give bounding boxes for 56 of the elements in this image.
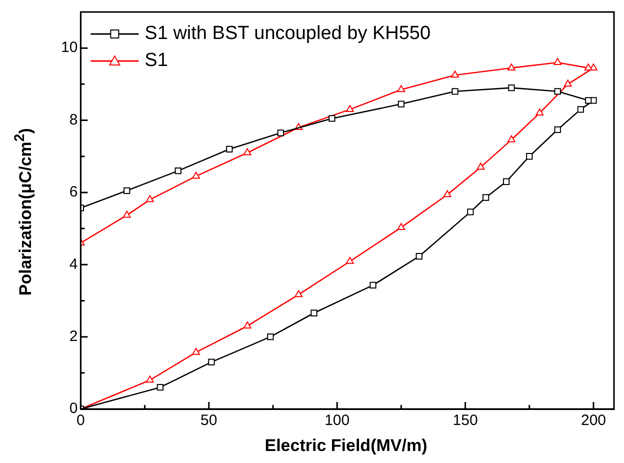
- point: [451, 70, 459, 78]
- legend-label: S1 with BST uncoupled by KH550: [144, 23, 431, 44]
- point: [267, 333, 274, 340]
- point: [346, 256, 354, 264]
- point: [584, 63, 592, 70]
- point: [443, 190, 452, 198]
- point: [467, 208, 474, 216]
- point: [554, 126, 561, 133]
- y-tick-label: 10: [60, 39, 78, 56]
- point: [243, 148, 252, 156]
- point: [156, 384, 164, 391]
- point: [294, 290, 303, 298]
- x-axis-title: Electric Field(MV/m): [264, 436, 428, 456]
- point: [554, 58, 562, 66]
- point: [526, 153, 533, 160]
- point: [536, 108, 544, 116]
- point: [370, 282, 376, 289]
- point: [122, 210, 131, 218]
- y-tick-label: 4: [69, 256, 78, 273]
- y-tick-label: 2: [69, 328, 78, 345]
- x-tick-label: 150: [452, 412, 478, 430]
- y-tick-label: 0: [69, 400, 78, 418]
- point: [310, 310, 318, 316]
- point: [208, 358, 215, 366]
- point: [476, 162, 485, 170]
- point: [192, 172, 200, 179]
- point: [146, 195, 154, 202]
- x-tick-label: 200: [580, 412, 606, 430]
- point: [507, 135, 516, 142]
- point: [328, 115, 336, 122]
- point: [482, 194, 490, 201]
- point: [416, 253, 422, 260]
- point: [397, 222, 406, 230]
- point: [577, 106, 584, 113]
- point: [226, 146, 233, 152]
- point: [585, 97, 592, 104]
- point: [502, 178, 510, 185]
- point: [398, 100, 405, 108]
- legend-label: S1: [144, 50, 168, 72]
- point: [508, 84, 515, 92]
- point: [397, 85, 406, 92]
- y-tick-label: 8: [69, 111, 78, 128]
- point: [564, 80, 572, 87]
- point: [346, 104, 354, 112]
- point: [192, 348, 200, 355]
- x-tick-label: 50: [200, 412, 218, 430]
- point: [243, 321, 252, 328]
- point: [507, 63, 516, 70]
- point: [554, 88, 561, 95]
- point: [124, 187, 130, 194]
- x-tick-label: 100: [324, 412, 350, 430]
- y-tick-label: 6: [69, 184, 78, 201]
- point: [452, 88, 458, 95]
- point: [174, 167, 182, 174]
- point: [146, 376, 154, 383]
- point: [277, 130, 284, 136]
